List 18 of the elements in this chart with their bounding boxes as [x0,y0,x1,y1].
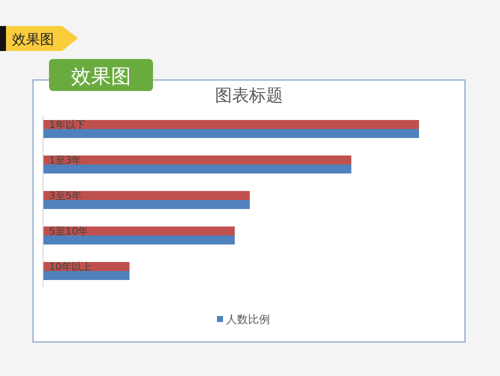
bar [43,156,352,164]
y-tick-label: 5至10年 [49,226,88,238]
legend-label: 人数比例 [226,313,270,326]
bar [43,200,250,209]
bar [43,226,235,236]
bar [43,236,235,244]
bar [43,271,130,280]
y-tick-label: 1年以下 [49,119,86,131]
y-tick-label: 3至5年 [49,190,82,202]
bar [43,164,352,174]
text: 效果图 [71,64,131,88]
text: 效果图 [12,32,54,48]
chart-title: 图表标题 [215,86,283,106]
y-tick-label: 10年以上 [49,261,92,273]
bar [43,120,419,129]
bar [43,129,419,138]
bar [43,191,250,200]
y-tick-label: 1至3年 [49,154,82,166]
